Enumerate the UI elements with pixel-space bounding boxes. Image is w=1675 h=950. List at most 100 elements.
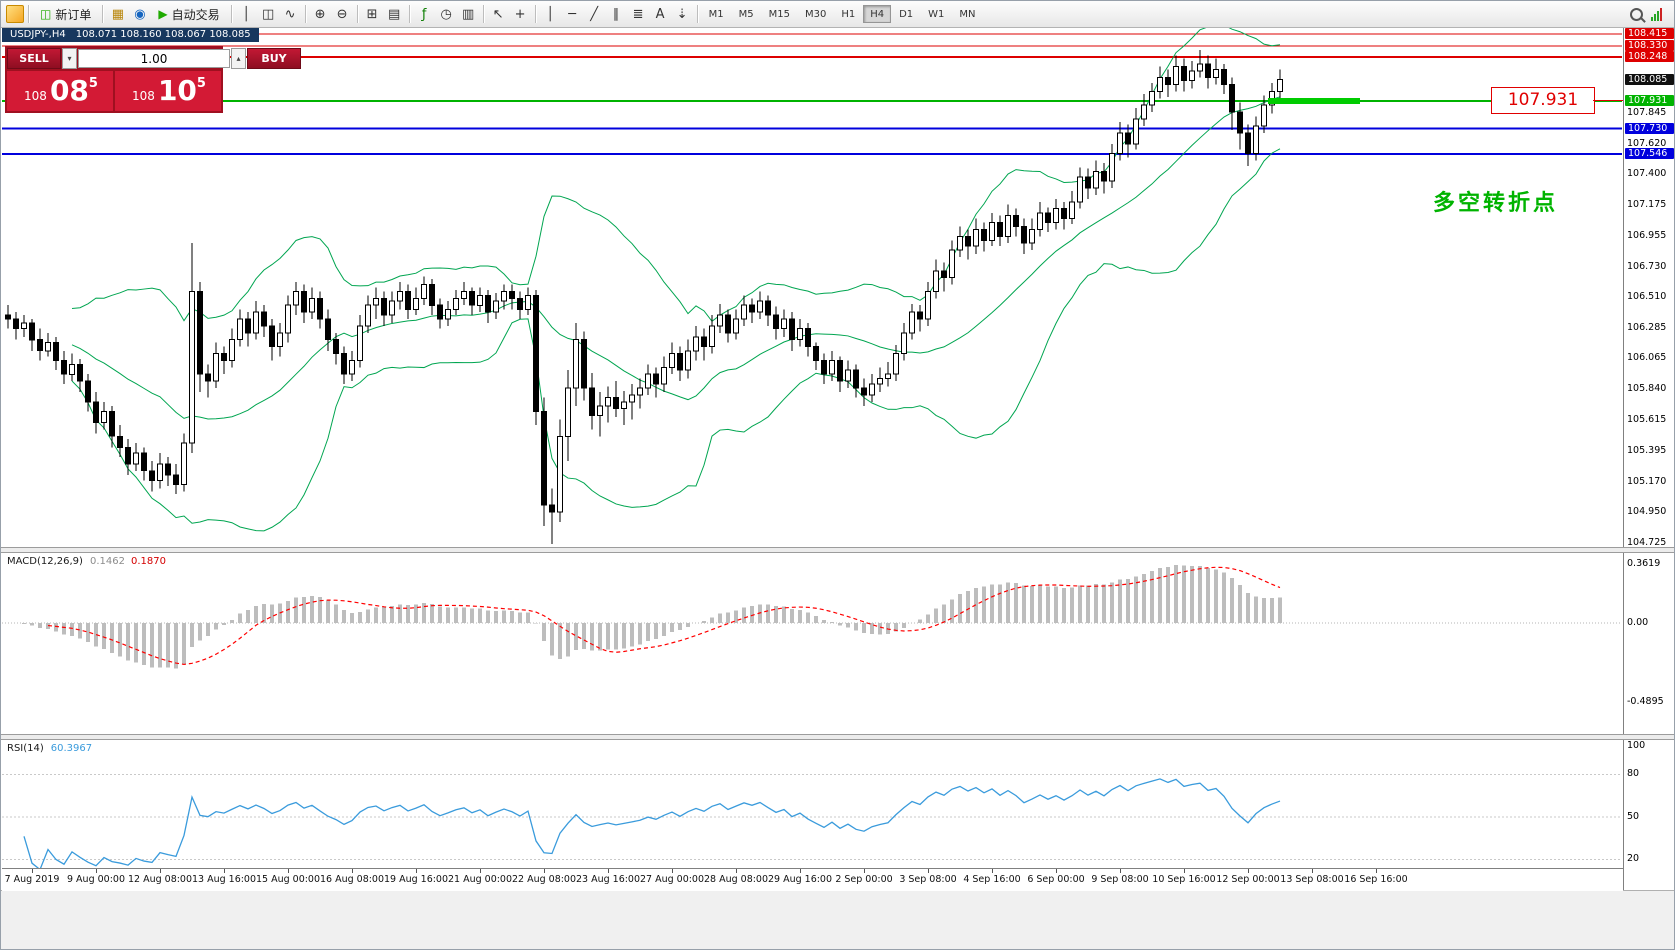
price-axis-label: 104.950: [1627, 506, 1667, 517]
auto-trading-button[interactable]: ▶ 自动交易: [151, 4, 226, 24]
zoom-out-icon[interactable]: ⊖: [332, 4, 353, 24]
indicators-icon[interactable]: ƒ: [414, 4, 435, 24]
time-axis-label: 27 Aug 00:00: [639, 874, 705, 885]
time-axis[interactable]: 7 Aug 2019 9 Aug 00:00 12 Aug 08:00 13 Aug …: [2, 868, 1623, 891]
macd-signal-value: 0.1870: [130, 556, 166, 567]
panel-splitter[interactable]: [1, 547, 1674, 553]
toolbar-group-tools: ƒ ◷ ▥: [414, 4, 479, 24]
vertical-line-icon[interactable]: │: [540, 4, 561, 24]
text-label-icon[interactable]: A: [650, 4, 671, 24]
timeframe-h4[interactable]: H4: [863, 5, 892, 23]
volume-input[interactable]: [78, 49, 230, 68]
horizontal-line-icon[interactable]: ─: [562, 4, 583, 24]
price-line-label: 107.730: [1625, 123, 1674, 134]
toolbar-group-order: ◫ 新订单: [33, 4, 98, 24]
time-tick: [1056, 869, 1057, 873]
time-tick: [288, 869, 289, 873]
time-axis-label: 13 Sep 08:00: [1280, 874, 1344, 885]
metaeditor-icon[interactable]: ◉: [129, 4, 150, 24]
time-tick: [96, 869, 97, 873]
time-tick: [160, 869, 161, 873]
timeframe-m1[interactable]: M1: [702, 5, 731, 23]
toolbar-group-drawing: │ ─ ╱ ∥ ≣ A ⇣: [540, 4, 693, 24]
time-tick: [864, 869, 865, 873]
time-axis-label: 6 Sep 00:00: [1027, 874, 1085, 885]
ohlc-values: 108.071 108.160 108.067 108.085: [75, 29, 251, 40]
arrange-windows-icon[interactable]: ▤: [384, 4, 405, 24]
highlight-segment[interactable]: [1268, 98, 1360, 104]
time-tick: [736, 869, 737, 873]
price-axis-label: 107.400: [1627, 168, 1667, 179]
time-tick: [480, 869, 481, 873]
new-order-button-icon: ◫: [40, 7, 52, 21]
new-order-button[interactable]: ◫ 新订单: [33, 4, 98, 24]
crosshair-icon[interactable]: +: [510, 4, 531, 24]
rsi-panel-svg[interactable]: [2, 740, 1622, 868]
callout-connector-line: [1593, 100, 1623, 101]
ask-pip-digit: 5: [196, 76, 206, 91]
tile-windows-icon[interactable]: ⊞: [362, 4, 383, 24]
auto-trading-button-icon: ▶: [158, 7, 168, 21]
time-tick: [224, 869, 225, 873]
price-callout-box[interactable]: 107.931: [1491, 87, 1595, 114]
toolbar-group-zoom: ⊕ ⊖: [310, 4, 353, 24]
ask-price-box[interactable]: 108 10 5: [115, 71, 221, 111]
timeframe-h1[interactable]: H1: [834, 5, 862, 23]
periods-icon[interactable]: ◷: [436, 4, 457, 24]
main-chart-svg[interactable]: [2, 28, 1622, 548]
auto-trading-button-label: 自动交易: [171, 7, 220, 22]
fibonacci-icon[interactable]: ≣: [628, 4, 649, 24]
price-axis-label: 107.620: [1627, 138, 1667, 149]
search-icon[interactable]: [1626, 4, 1647, 24]
arrows-icon[interactable]: ⇣: [672, 4, 693, 24]
connection-status-icon: [1648, 7, 1665, 21]
time-axis-label: 2 Sep 00:00: [835, 874, 893, 885]
macd-panel-svg[interactable]: [2, 553, 1622, 735]
buy-button[interactable]: BUY: [247, 48, 301, 69]
zoom-in-icon[interactable]: ⊕: [310, 4, 331, 24]
timeframe-m15[interactable]: M15: [762, 5, 797, 23]
candlestick-chart-icon[interactable]: ◫: [258, 4, 279, 24]
toolbar-group-timeframes: M1 M5 M15 M30 H1 H4 D1 W1 MN: [702, 5, 983, 23]
ask-big-digits: 10: [157, 74, 197, 107]
macd-main-value: 0.1462: [89, 556, 125, 567]
macd-histogram: [22, 565, 1282, 669]
cursor-icon[interactable]: ↖: [488, 4, 509, 24]
annotation-turning-point[interactable]: 多空转折点: [1433, 191, 1559, 216]
expert-advisor-icon[interactable]: ▦: [107, 4, 128, 24]
rsi-axis-label: 100: [1627, 740, 1646, 751]
price-axis-label: 106.730: [1627, 261, 1667, 272]
templates-icon[interactable]: ▥: [458, 4, 479, 24]
trendline-icon[interactable]: ╱: [584, 4, 605, 24]
time-axis-label: 13 Aug 16:00: [191, 874, 257, 885]
time-axis-label: 7 Aug 2019: [4, 874, 60, 885]
price-line-label: 107.546: [1625, 148, 1674, 159]
bar-chart-icon[interactable]: │: [236, 4, 257, 24]
bid-price-box[interactable]: 108 08 5: [7, 71, 113, 111]
rsi-line: [23, 778, 1281, 868]
toolbar-group-right: [1626, 4, 1665, 24]
volume-down-button[interactable]: ▾: [62, 48, 77, 69]
time-axis-label: 23 Aug 16:00: [575, 874, 641, 885]
volume-up-button[interactable]: ▴: [231, 48, 246, 69]
panel-splitter[interactable]: [1, 734, 1674, 740]
equidistant-channel-icon[interactable]: ∥: [606, 4, 627, 24]
timeframe-mn[interactable]: MN: [952, 5, 982, 23]
time-axis-label: 22 Aug 08:00: [511, 874, 577, 885]
timeframe-m5[interactable]: M5: [732, 5, 761, 23]
timeframe-d1[interactable]: D1: [892, 5, 920, 23]
time-tick: [608, 869, 609, 873]
toolbar-separator: [534, 5, 536, 23]
time-axis-label: 3 Sep 08:00: [899, 874, 957, 885]
line-chart-icon[interactable]: ∿: [280, 4, 301, 24]
price-line-label: 108.415: [1625, 28, 1674, 39]
price-scale[interactable]: 108.290107.845107.620107.400107.175106.9…: [1623, 28, 1674, 890]
sell-button[interactable]: SELL: [7, 48, 61, 69]
price-axis-label: 105.170: [1627, 476, 1667, 487]
timeframe-w1[interactable]: W1: [921, 5, 951, 23]
time-axis-label: 29 Aug 16:00: [767, 874, 833, 885]
app-icon: [6, 5, 24, 23]
time-tick: [672, 869, 673, 873]
time-axis-label: 10 Sep 16:00: [1152, 874, 1216, 885]
timeframe-m30[interactable]: M30: [798, 5, 833, 23]
